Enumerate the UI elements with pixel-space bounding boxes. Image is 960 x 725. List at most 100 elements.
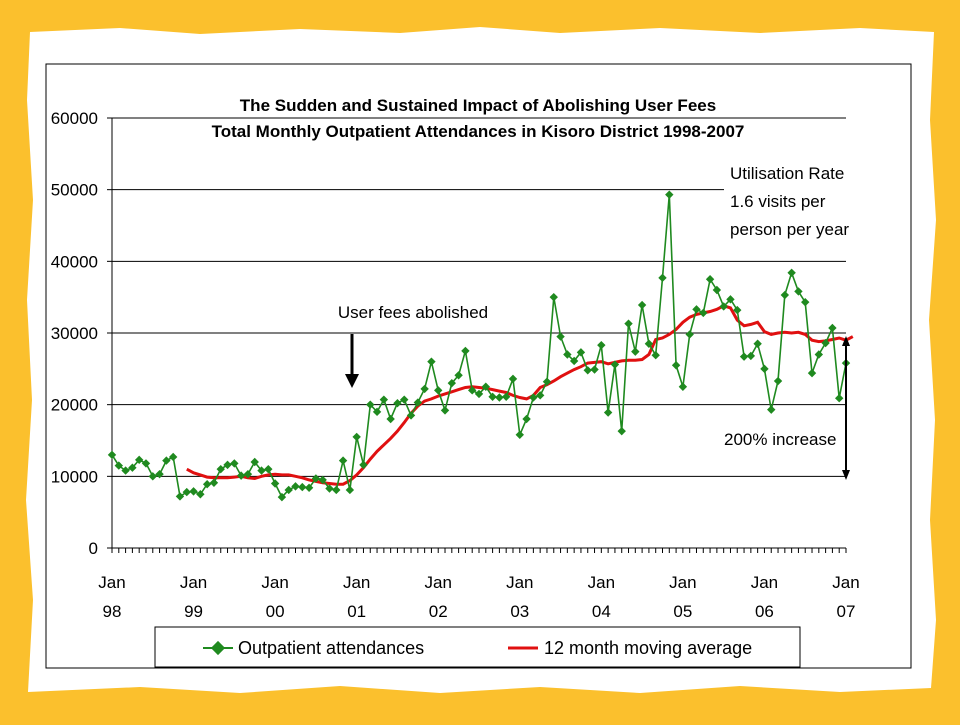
attendance-point: [359, 460, 368, 470]
x-tick-label-year: 07: [837, 602, 856, 621]
legend-attendance-label: Outpatient attendances: [238, 638, 424, 658]
x-tick-label-year: 00: [266, 602, 285, 621]
annotation-fees-abolished: User fees abolished: [338, 303, 488, 322]
attendance-point: [712, 285, 722, 295]
attendance-point: [726, 295, 735, 304]
attendance-point: [223, 460, 232, 470]
attendance-point: [474, 389, 484, 399]
attendance-point: [128, 463, 137, 472]
x-tick-label-month: Jan: [425, 573, 452, 592]
y-tick-label: 60000: [51, 109, 98, 128]
attendance-point: [250, 457, 259, 467]
attendance-point: [719, 302, 728, 311]
y-tick-label: 10000: [51, 467, 98, 486]
attendance-point: [624, 319, 633, 328]
attendance-point: [277, 492, 287, 502]
attendance-point: [569, 356, 579, 366]
attendance-point: [753, 339, 762, 348]
attendance-point: [549, 292, 558, 302]
attendance-point: [637, 300, 647, 310]
x-tick-label-year: 98: [103, 602, 122, 621]
attendance-point: [733, 305, 742, 315]
attendance-point: [454, 371, 463, 380]
attendance-point: [121, 466, 130, 475]
attendance-point: [529, 393, 538, 402]
attendance-point: [705, 275, 715, 284]
attendance-point: [617, 426, 626, 436]
x-tick-label-month: Jan: [832, 573, 859, 592]
attendance-point: [148, 472, 157, 481]
attendance-point: [447, 378, 457, 388]
attendance-point: [440, 406, 450, 415]
attendance-point: [366, 400, 375, 409]
series-attendance-markers: [107, 190, 851, 502]
attendance-point: [141, 459, 151, 468]
attendance-point: [508, 374, 518, 384]
attendance-point: [644, 339, 654, 348]
attendance-point: [107, 450, 117, 460]
attendance-point: [501, 392, 511, 401]
x-tick-label-year: 03: [510, 602, 529, 621]
attendance-point: [291, 482, 300, 491]
x-tick-label-year: 01: [347, 602, 366, 621]
x-tick-label-month: Jan: [343, 573, 370, 592]
attendance-point: [481, 382, 490, 391]
series-moving-average-line: [186, 304, 854, 486]
attendance-point: [542, 377, 552, 386]
x-tick-label-month: Jan: [180, 573, 207, 592]
attendance-point: [780, 290, 790, 300]
attendance-point: [406, 411, 416, 420]
annotation-utilisation-line-1: Utilisation Rate: [730, 164, 844, 183]
attendance-point: [236, 471, 246, 480]
attendance-point: [522, 414, 531, 424]
attendance-point: [801, 297, 810, 307]
attendance-point: [420, 384, 429, 394]
attendance-point: [134, 455, 144, 465]
attendance-point: [739, 352, 749, 361]
attendance-point: [603, 408, 613, 417]
attendance-point: [535, 391, 545, 400]
attendance-point: [298, 482, 307, 492]
x-axis: [111, 118, 847, 553]
attendance-point: [209, 478, 219, 487]
attendance-point: [114, 461, 123, 470]
attendance-point: [338, 456, 348, 465]
attendance-point: [318, 475, 327, 485]
attendance-point: [814, 350, 824, 359]
x-tick-label-month: Jan: [261, 573, 288, 592]
attendance-point: [631, 347, 640, 356]
attendance-point: [590, 365, 599, 374]
x-tick-label-year: 02: [429, 602, 448, 621]
attendance-point: [678, 382, 688, 391]
attendance-point: [352, 432, 361, 442]
x-tick-label-month: Jan: [506, 573, 533, 592]
increase-arrow-head-bottom: [842, 470, 850, 480]
attendance-point: [182, 487, 191, 497]
x-tick-label-month: Jan: [751, 573, 778, 592]
annotation-utilisation-line-3: person per year: [730, 220, 849, 239]
chart-subtitle: Total Monthly Outpatient Attendances in …: [212, 122, 745, 141]
attendance-point: [495, 393, 504, 402]
y-tick-label: 30000: [51, 324, 98, 343]
attendance-point: [835, 394, 844, 403]
legend-box: [154, 626, 801, 668]
attendance-point: [413, 398, 423, 407]
y-tick-label: 50000: [51, 181, 98, 200]
attendance-point: [202, 480, 212, 489]
attendance-point: [583, 366, 592, 375]
attendance-point: [767, 405, 776, 414]
attendance-point: [658, 273, 667, 283]
attendance-point: [386, 414, 395, 424]
attendance-point: [692, 305, 701, 314]
attendance-point: [196, 490, 205, 499]
attendance-point: [243, 469, 253, 479]
annotation-utilisation-line-2: 1.6 visits per: [730, 192, 826, 211]
attendance-point: [155, 469, 164, 479]
attendance-point: [563, 350, 572, 359]
x-tick-label-year: 99: [184, 602, 203, 621]
x-tick-label-year: 04: [592, 602, 611, 621]
attendance-point: [311, 474, 321, 483]
x-tick-label-month: Jan: [98, 573, 125, 592]
